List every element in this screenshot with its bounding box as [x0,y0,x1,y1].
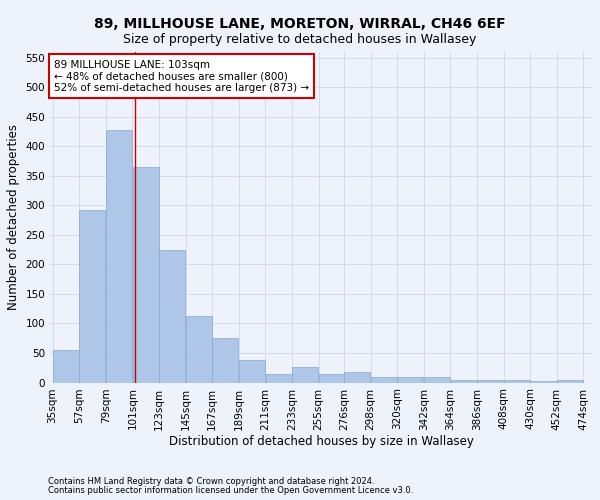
Text: Size of property relative to detached houses in Wallasey: Size of property relative to detached ho… [124,32,476,46]
Bar [451,380,477,382]
Text: Contains public sector information licensed under the Open Government Licence v3: Contains public sector information licen… [48,486,413,495]
Text: 89, MILLHOUSE LANE, MORETON, WIRRAL, CH46 6EF: 89, MILLHOUSE LANE, MORETON, WIRRAL, CH4… [94,18,506,32]
Bar [292,366,318,382]
Text: 89 MILLHOUSE LANE: 103sqm
← 48% of detached houses are smaller (800)
52% of semi: 89 MILLHOUSE LANE: 103sqm ← 48% of detac… [54,60,309,93]
Bar [504,380,530,382]
Bar [557,380,583,382]
Bar [424,377,450,382]
Text: Contains HM Land Registry data © Crown copyright and database right 2024.: Contains HM Land Registry data © Crown c… [48,478,374,486]
Bar [344,372,370,382]
Bar [53,350,79,382]
Bar [239,360,265,382]
Bar [477,380,503,382]
Bar [79,210,106,382]
X-axis label: Distribution of detached houses by size in Wallasey: Distribution of detached houses by size … [169,435,474,448]
Bar [186,316,212,382]
Bar [133,167,158,382]
Bar [266,374,292,382]
Bar [397,377,424,382]
Bar [106,130,132,382]
Bar [212,338,238,382]
Bar [159,250,185,382]
Y-axis label: Number of detached properties: Number of detached properties [7,124,20,310]
Bar [319,374,344,382]
Bar [371,377,397,382]
Bar [530,380,557,382]
